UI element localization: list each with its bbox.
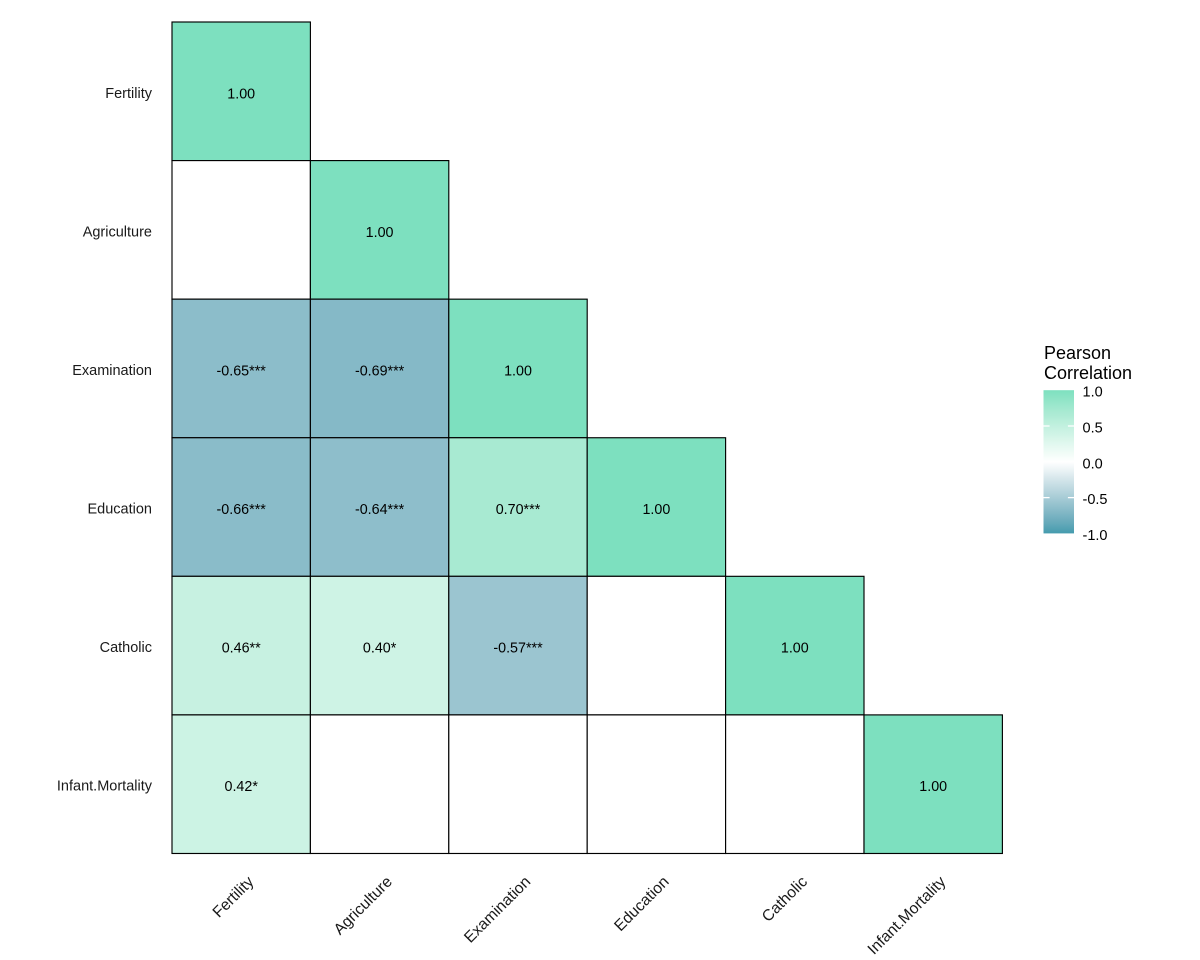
svg-text:1.00: 1.00 xyxy=(227,86,255,102)
svg-text:1.00: 1.00 xyxy=(504,363,532,379)
svg-text:0.46**: 0.46** xyxy=(222,641,261,657)
svg-text:0.70***: 0.70*** xyxy=(496,502,541,518)
svg-text:Infant.Mortality: Infant.Mortality xyxy=(57,779,153,795)
svg-text:-1.0: -1.0 xyxy=(1083,528,1108,544)
svg-text:1.0: 1.0 xyxy=(1083,385,1103,401)
svg-text:1.00: 1.00 xyxy=(642,502,670,518)
svg-text:-0.66***: -0.66*** xyxy=(217,502,267,518)
svg-text:-0.5: -0.5 xyxy=(1083,492,1108,508)
svg-text:Pearson: Pearson xyxy=(1044,343,1111,363)
svg-text:Education: Education xyxy=(88,502,153,518)
svg-text:-0.64***: -0.64*** xyxy=(355,502,405,518)
svg-text:Correlation: Correlation xyxy=(1044,363,1132,383)
svg-text:1.00: 1.00 xyxy=(919,779,947,795)
svg-text:1.00: 1.00 xyxy=(366,225,394,241)
svg-text:Fertility: Fertility xyxy=(105,86,152,102)
svg-text:Catholic: Catholic xyxy=(100,640,152,656)
svg-text:Agriculture: Agriculture xyxy=(83,224,152,240)
svg-text:1.00: 1.00 xyxy=(781,641,809,657)
svg-text:-0.57***: -0.57*** xyxy=(493,641,543,657)
svg-text:-0.65***: -0.65*** xyxy=(217,363,267,379)
svg-text:0.42*: 0.42* xyxy=(225,779,259,795)
svg-text:-0.69***: -0.69*** xyxy=(355,363,405,379)
svg-text:0.40*: 0.40* xyxy=(363,641,397,657)
svg-text:0.0: 0.0 xyxy=(1083,456,1103,472)
svg-text:0.5: 0.5 xyxy=(1083,421,1103,437)
svg-text:Examination: Examination xyxy=(72,363,152,379)
